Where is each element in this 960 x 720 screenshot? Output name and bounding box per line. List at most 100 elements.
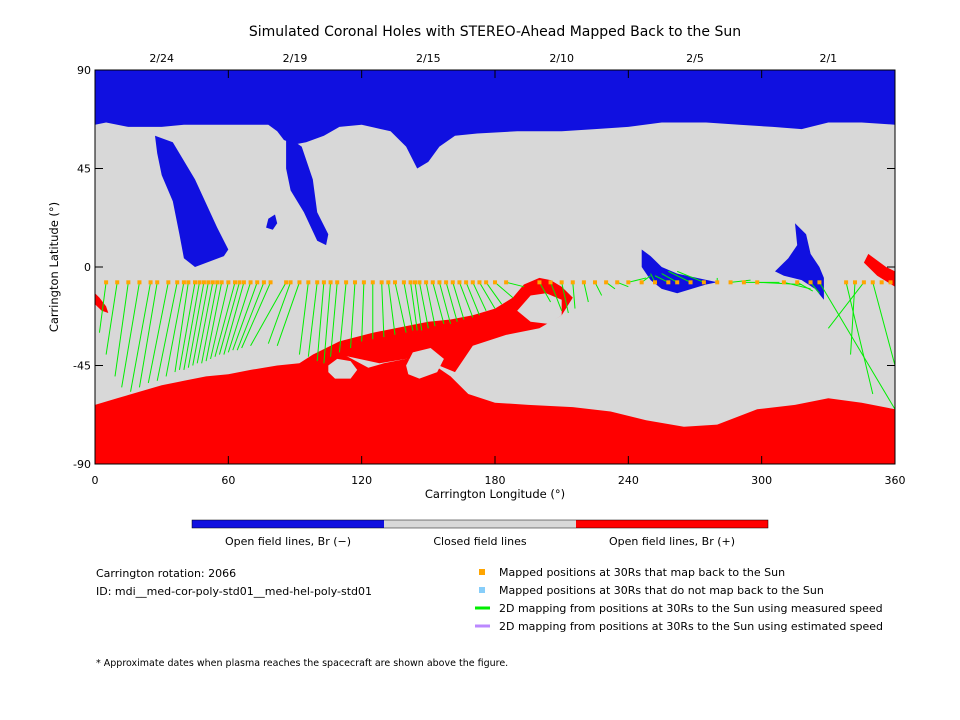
y-tick-label: 0 [84,261,91,274]
mapping-line [425,282,436,327]
mapped-point [370,280,375,285]
mapped-point [315,280,320,285]
region-north-blob [266,214,278,230]
mapped-point [424,280,429,285]
mapped-point [861,280,866,285]
mapping-line [350,282,356,349]
mapping-line [583,282,589,303]
mapping-line [223,282,245,355]
mapping-line [156,282,178,381]
mapping-line [114,282,129,377]
mapped-point [413,280,417,285]
mapped-point [284,280,289,285]
mapping-line [196,282,214,364]
mapping-line [730,279,751,283]
mapping-line [218,282,240,355]
mapping-line [276,282,300,346]
top-date-label: 2/15 [416,52,441,65]
carrington-rotation: Carrington rotation: 2066 [96,567,236,580]
mapping-line [394,282,407,333]
mapped-point [237,280,242,285]
mapped-point [741,280,746,285]
legend-label: 2D mapping from positions at 30Rs to the… [499,620,883,633]
mapped-point [581,280,586,285]
mapped-point [675,280,680,285]
mapping-line [572,282,576,309]
mapping-line [594,282,603,296]
mapping-line [105,282,118,355]
mapping-line [827,282,865,329]
mapping-line [550,282,563,311]
mapped-point [175,280,180,285]
mapped-point [639,280,644,285]
mapped-point [728,280,733,285]
mapped-point [470,280,475,285]
x-tick-label: 300 [751,474,772,487]
mapping-line [628,277,647,283]
mapped-point [401,280,406,285]
mapped-point [615,280,620,285]
mapped-point [444,280,449,285]
mapped-point [155,280,160,285]
y-tick-label: -90 [73,458,91,471]
mapped-point [241,280,246,285]
top-date-label: 2/5 [686,52,704,65]
mapping-line [445,282,458,322]
x-axis-label: Carrington Longitude (°) [425,487,565,501]
mapping-line [130,282,152,392]
mapped-point [115,280,120,285]
legend-square [479,569,485,575]
region-north-tongue-b [286,135,329,246]
mapped-point [408,280,413,285]
mapping-line [381,282,385,338]
map-area [95,70,896,464]
mapping-line [210,282,229,360]
legend-label: Mapped positions at 30Rs that do not map… [499,584,824,597]
y-axis-label: Carrington Latitude (°) [47,202,61,332]
mapping-line [178,282,196,370]
mapped-point [181,280,186,285]
x-tick-label: 60 [221,474,235,487]
mapped-point [457,280,462,285]
mapped-point [548,280,553,285]
mapping-line [214,282,236,357]
mapped-point [493,280,497,285]
mapping-line [418,282,429,329]
mapped-point [137,280,142,285]
colorbar-segment [576,520,768,528]
mapped-point [808,280,813,285]
mapped-point [268,280,273,285]
mapping-line [472,282,487,311]
mapping-line [661,273,678,283]
x-tick-label: 0 [92,474,99,487]
mapping-line [316,282,325,362]
mapped-point [288,280,293,285]
mapped-point [226,280,231,285]
mapped-point [464,280,469,285]
top-dates: 2/24 2/19 2/15 2/10 2/5 2/1 [149,52,837,65]
mapping-line [458,282,474,318]
top-date-label: 2/19 [283,52,308,65]
mapped-point [701,280,706,285]
mapping-line [183,282,200,370]
mapping-line [330,282,338,357]
y-tick-label: 45 [77,163,91,176]
mapped-point [197,280,202,285]
model-id: ID: mdi__med-cor-poly-std01__med-hel-pol… [96,585,372,598]
mapped-point [817,280,822,285]
mapped-point [104,280,109,285]
mapping-line [654,275,669,283]
mapped-point [417,280,422,285]
region-south-island-1 [328,358,358,379]
mapping-line [227,282,252,353]
mapping-line [205,282,223,362]
region-plus-spot-nw [95,293,109,313]
top-date-label: 2/1 [819,52,837,65]
legend-label: 2D mapping from positions at 30Rs to the… [499,602,883,615]
x-tick-label: 240 [618,474,639,487]
x-tick-label: 180 [485,474,506,487]
mapping-line [165,282,185,377]
colorbar-label: Closed field lines [433,535,527,548]
mapping-line [485,282,503,305]
mapping-line [338,282,347,353]
